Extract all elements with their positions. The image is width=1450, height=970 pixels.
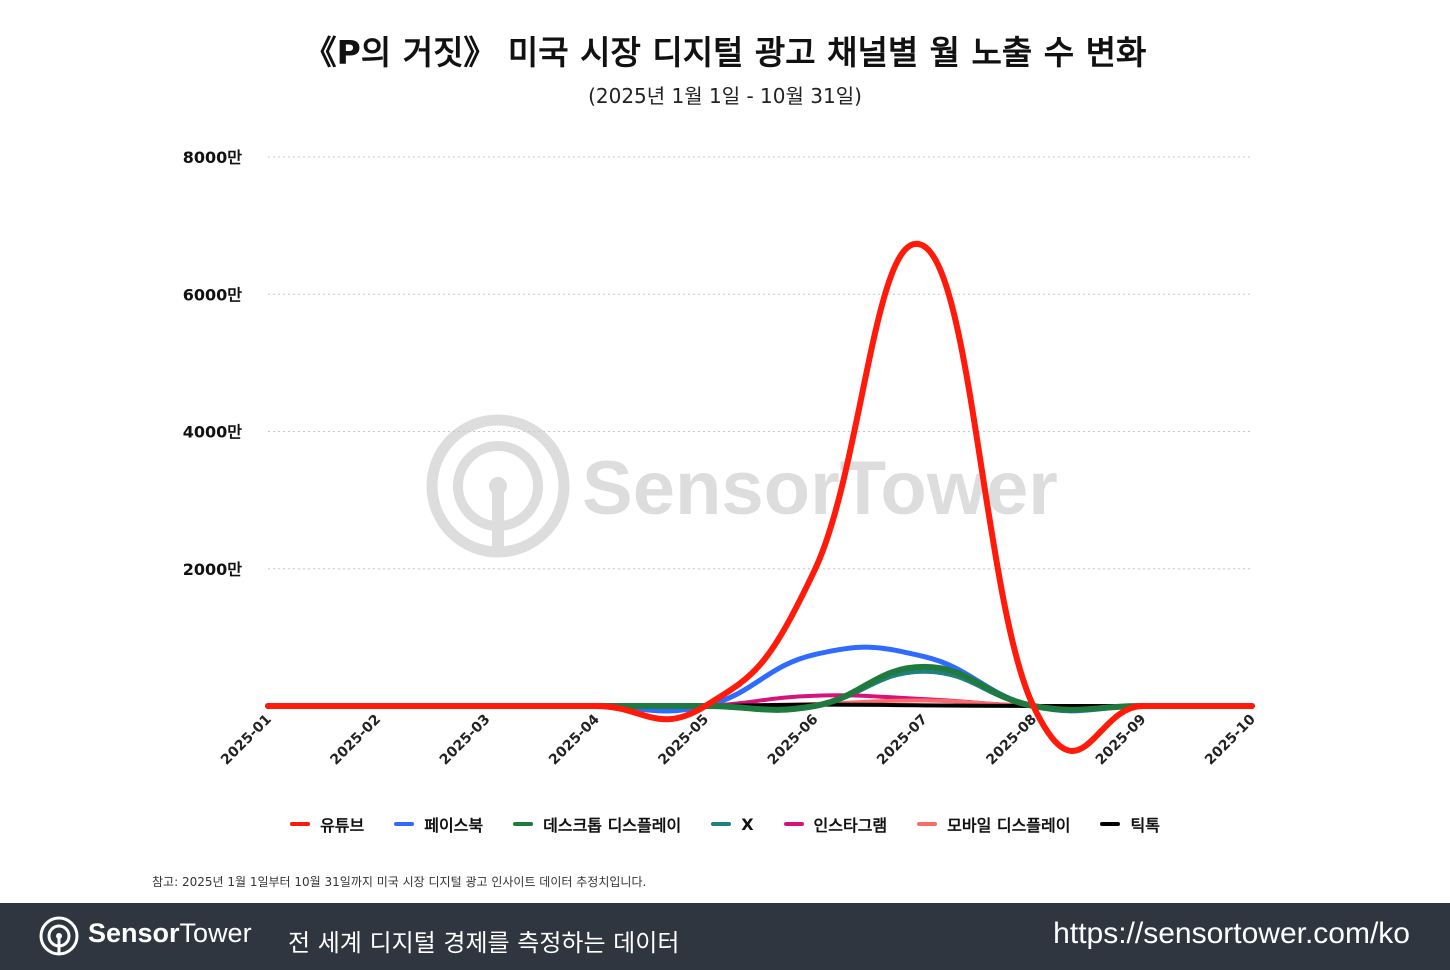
legend-swatch [1100,822,1121,826]
x-tick-label: 2025-09 [1093,712,1150,769]
line-chart: SensorTower 2000만 4000만 6000만 8000만 2025-01… [183,148,1259,769]
legend-swatch [711,822,732,826]
legend-swatch [783,822,804,826]
legend-label: 페이스북 [424,816,484,835]
chart-title: 《P의 거짓》 미국 시장 디지털 광고 채널별 월 노출 수 변화 [303,33,1147,72]
x-tick-label: 2025-04 [546,711,603,768]
footer-tagline: 전 세계 디지털 경제를 측정하는 데이터 [288,929,680,957]
legend-swatch [290,822,311,826]
legend-item: 인스타그램 [783,812,888,836]
legend-label: 유튜브 [320,816,365,835]
series-line [265,240,1255,754]
legend-label: 인스타그램 [813,816,888,835]
legend-swatch [513,822,534,826]
sensor-tower-logo-icon [426,414,570,558]
footer-brand: SensorTower [88,918,252,949]
legend-item: 틱톡 [1100,812,1160,836]
x-tick-label: 2025-03 [437,712,494,769]
y-tick-label: 4000만 [183,423,243,442]
footer-url[interactable]: https://sensortower.com/ko [1053,917,1410,950]
x-tick-label: 2025-07 [874,712,931,769]
legend-label: 모바일 디스플레이 [947,816,1071,835]
legend-item: 모바일 디스플레이 [917,812,1070,836]
legend-item: 데스크톱 디스플레이 [513,812,681,836]
y-tick-label: 2000만 [183,560,243,579]
brand-bold: Sensor [88,918,180,948]
legend: 유튜브 페이스북 데스크톱 디스플레이 X 인스타그램 모바일 디스플레이 틱톡 [0,812,1450,836]
legend-item: 페이스북 [394,812,483,836]
legend-label: 데스크톱 디스플레이 [543,816,682,835]
x-tick-label: 2025-02 [327,712,384,769]
x-tick-label: 2025-06 [765,712,822,769]
brand-light: Tower [179,918,252,948]
legend-item: X [711,812,754,836]
legend-swatch [917,822,938,826]
legend-item: 유튜브 [290,812,364,836]
x-tick-label: 2025-01 [218,712,275,769]
y-tick-label: 8000만 [183,148,243,167]
legend-label: 틱톡 [1130,816,1160,835]
chart-subtitle: (2025년 1월 1일 - 10월 31일) [588,84,862,108]
footnote: 참고: 2025년 1월 1일부터 10월 31일까지 미국 시장 디지털 광고… [152,875,647,889]
sensor-tower-logo-icon [39,916,79,956]
legend-label: X [741,814,754,834]
x-tick-label: 2025-10 [1202,711,1259,768]
y-tick-label: 6000만 [183,285,243,304]
legend-swatch [394,822,415,826]
watermark: SensorTower [426,414,1058,558]
footer-bar: SensorTower 전 세계 디지털 경제를 측정하는 데이터 https:… [0,903,1450,970]
x-tick-label: 2025-08 [983,712,1040,769]
